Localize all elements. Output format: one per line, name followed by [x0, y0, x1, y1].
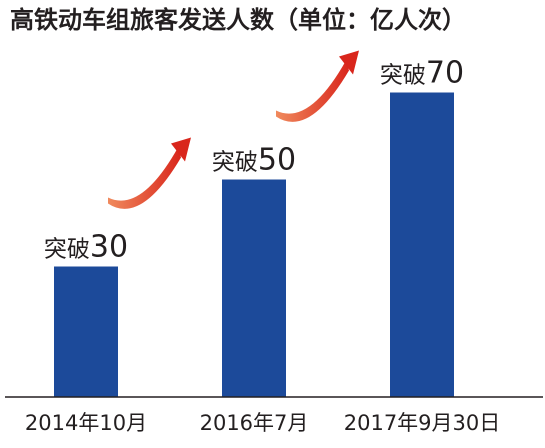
growth-arrow-0	[108, 147, 181, 209]
data-label-value: 30	[90, 230, 128, 265]
data-label-prefix: 突破	[212, 150, 258, 176]
growth-arrow-head-0	[171, 137, 191, 162]
bar-2	[390, 92, 454, 397]
growth-arrow-1	[276, 60, 349, 122]
bar-series	[54, 92, 454, 397]
bar-1	[222, 179, 286, 397]
data-label-value: 70	[426, 56, 464, 91]
bar-0	[54, 266, 118, 397]
data-label-0: 突破30	[44, 230, 128, 265]
data-label-2: 突破70	[380, 56, 464, 91]
chart-title: 高铁动车组旅客发送人数（单位：亿人次）	[10, 6, 466, 34]
x-tick-label-0: 2014年10月	[25, 411, 147, 435]
growth-arrows	[108, 50, 359, 209]
data-label-prefix: 突破	[44, 237, 90, 263]
x-tick-label-1: 2016年7月	[200, 411, 309, 435]
growth-arrow-head-1	[339, 50, 359, 75]
x-axis-ticks: 2014年10月 2016年7月 2017年9月30日	[25, 411, 500, 435]
x-tick-label-2: 2017年9月30日	[344, 411, 501, 435]
data-label-prefix: 突破	[380, 63, 426, 89]
data-label-1: 突破50	[212, 143, 296, 178]
data-label-value: 50	[258, 143, 296, 178]
